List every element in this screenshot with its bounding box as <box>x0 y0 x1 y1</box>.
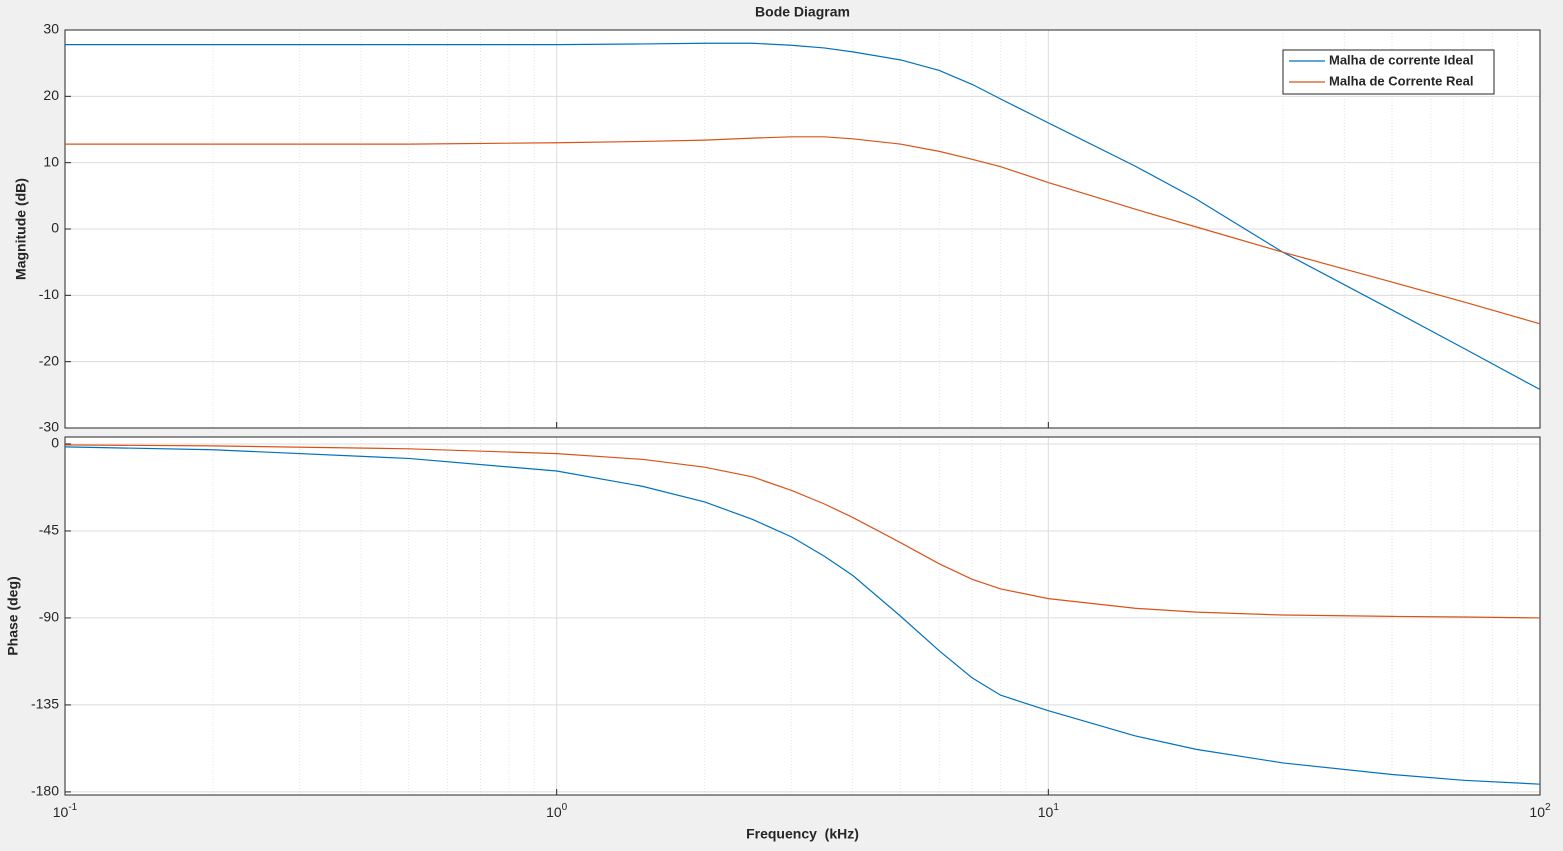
y-axis-label: Phase (deg) <box>5 576 21 655</box>
legend-label: Malha de corrente Ideal <box>1329 52 1474 67</box>
y-tick-label: -135 <box>31 696 59 712</box>
x-tick-label: 10-1 <box>53 802 78 820</box>
y-tick-label: -180 <box>31 783 59 799</box>
y-tick-label: -10 <box>39 286 59 302</box>
x-tick-label: 101 <box>1038 802 1060 820</box>
x-axis-label: Frequency (kHz) <box>746 826 859 842</box>
legend-label: Malha de Corrente Real <box>1329 73 1474 88</box>
y-tick-label: -45 <box>39 522 59 538</box>
y-tick-label: -30 <box>39 419 59 435</box>
y-tick-label: -20 <box>39 352 59 368</box>
series-line <box>64 444 1541 619</box>
y-tick-label: 0 <box>51 435 59 451</box>
legend-box <box>1282 49 1495 95</box>
x-tick-label: 102 <box>1529 802 1551 820</box>
axes-box <box>64 436 1541 796</box>
y-tick-label: -90 <box>39 609 59 625</box>
chart-title: Bode Diagram <box>755 4 850 20</box>
y-axis-label: Magnitude (dB) <box>13 178 29 280</box>
y-tick-label: 10 <box>43 153 59 169</box>
plot-area <box>65 437 1540 795</box>
series-line <box>64 446 1541 785</box>
series-line <box>65 136 1541 325</box>
y-tick-label: 30 <box>43 21 59 37</box>
x-tick-label: 100 <box>546 802 568 820</box>
y-tick-label: 0 <box>51 220 59 236</box>
y-tick-label: 20 <box>43 87 59 103</box>
series-line <box>65 42 1541 391</box>
